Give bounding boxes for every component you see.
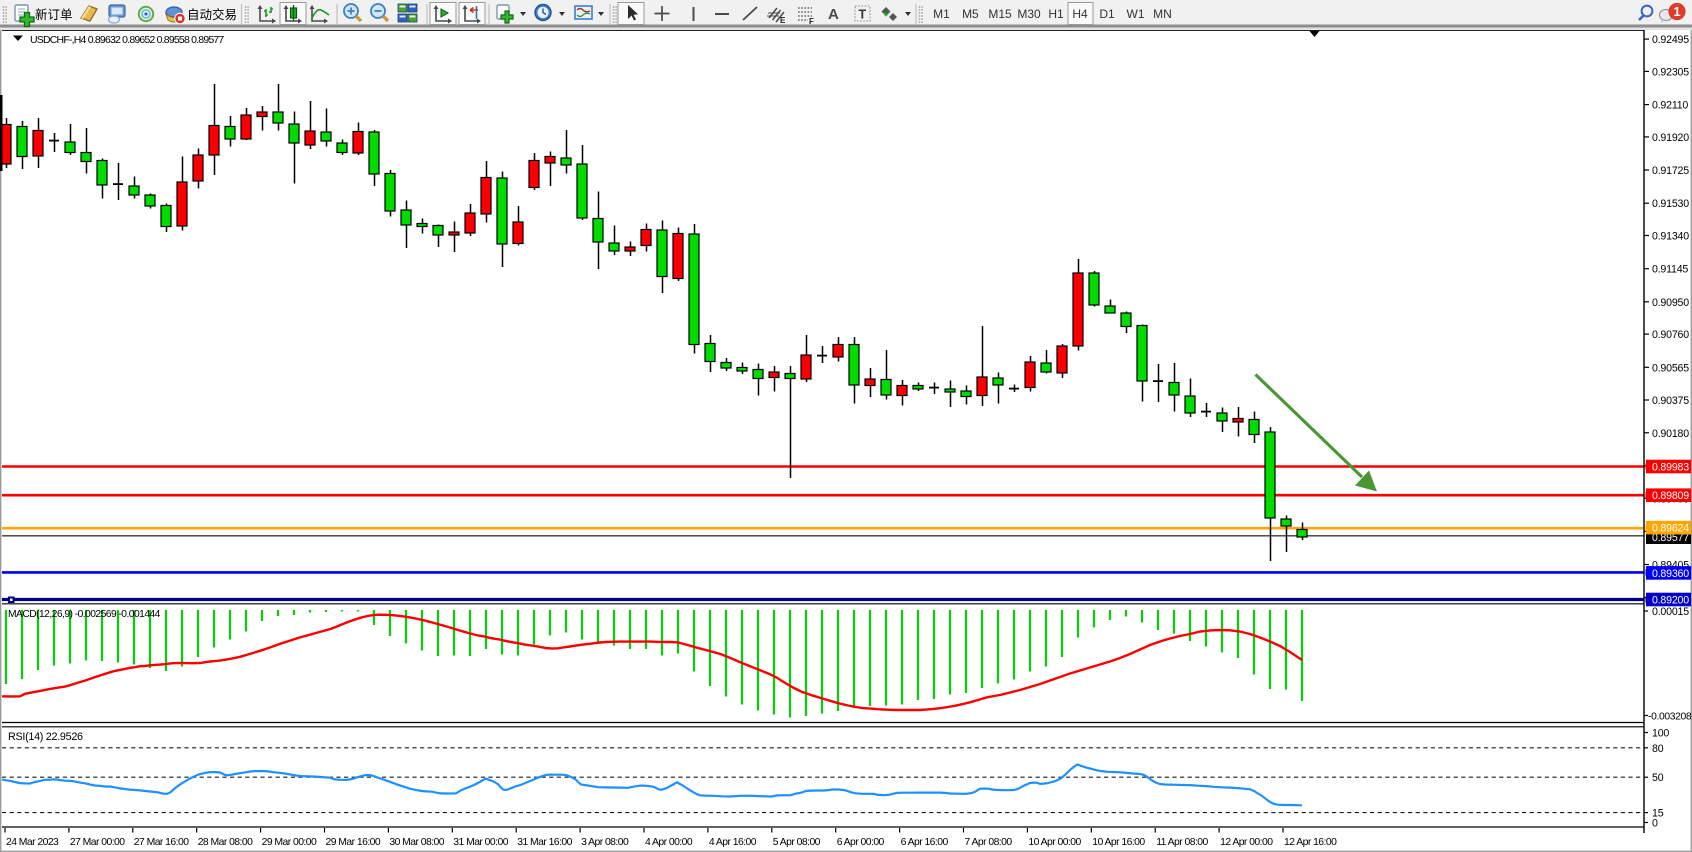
svg-text:-0.003208: -0.003208 xyxy=(1648,712,1692,723)
svg-text:0.91725: 0.91725 xyxy=(1652,165,1689,177)
svg-text:M30: M30 xyxy=(1017,7,1041,21)
svg-text:0.89624: 0.89624 xyxy=(1652,523,1689,535)
svg-text:T: T xyxy=(859,8,867,22)
svg-text:H1: H1 xyxy=(1048,7,1064,21)
svg-text:0.92110: 0.92110 xyxy=(1652,100,1688,112)
svg-text:0.89983: 0.89983 xyxy=(1652,462,1689,474)
svg-text:31 Mar 00:00: 31 Mar 00:00 xyxy=(453,837,508,848)
svg-text:29 Mar 16:00: 29 Mar 16:00 xyxy=(326,837,381,848)
svg-text:12 Apr 00:00: 12 Apr 00:00 xyxy=(1220,837,1273,848)
svg-text:0.89360: 0.89360 xyxy=(1652,568,1689,580)
svg-text:10 Apr 00:00: 10 Apr 00:00 xyxy=(1028,837,1081,848)
svg-text:6 Apr 16:00: 6 Apr 16:00 xyxy=(901,837,949,848)
svg-text:0.90760: 0.90760 xyxy=(1652,329,1689,341)
svg-text:W1: W1 xyxy=(1127,7,1145,21)
svg-text:3 Apr 08:00: 3 Apr 08:00 xyxy=(581,837,629,848)
svg-text:F: F xyxy=(809,17,814,26)
svg-text:80: 80 xyxy=(1652,743,1664,755)
svg-text:M5: M5 xyxy=(962,7,979,21)
svg-text:50: 50 xyxy=(1652,772,1664,784)
svg-text:A: A xyxy=(828,6,839,23)
svg-text:H4: H4 xyxy=(1072,7,1088,21)
svg-text:0.89577: 0.89577 xyxy=(1652,532,1689,544)
svg-text:7 Apr 08:00: 7 Apr 08:00 xyxy=(965,837,1013,848)
svg-text:27 Mar 00:00: 27 Mar 00:00 xyxy=(70,837,125,848)
svg-text:D1: D1 xyxy=(1099,7,1115,21)
svg-text:4 Apr 16:00: 4 Apr 16:00 xyxy=(709,837,757,848)
svg-text:M15: M15 xyxy=(988,7,1012,21)
svg-text:1: 1 xyxy=(1673,4,1680,19)
svg-text:自动交易: 自动交易 xyxy=(187,7,237,22)
svg-text:0.91530: 0.91530 xyxy=(1652,198,1689,210)
svg-text:27 Mar 16:00: 27 Mar 16:00 xyxy=(134,837,189,848)
svg-text:0.89200: 0.89200 xyxy=(1652,595,1689,607)
svg-text:E: E xyxy=(780,16,786,25)
svg-text:MACD(12,26,9) -0.002569 -0.001: MACD(12,26,9) -0.002569 -0.001444 xyxy=(8,609,161,620)
svg-text:15: 15 xyxy=(1652,808,1664,820)
svg-text:MN: MN xyxy=(1153,7,1172,21)
svg-text:RSI(14) 22.9526: RSI(14) 22.9526 xyxy=(8,731,83,743)
svg-text:11 Apr 08:00: 11 Apr 08:00 xyxy=(1156,837,1208,848)
svg-text:0.90950: 0.90950 xyxy=(1652,297,1689,309)
svg-text:100: 100 xyxy=(1652,728,1669,740)
svg-text:0.92495: 0.92495 xyxy=(1652,34,1689,46)
svg-text:4 Apr 00:00: 4 Apr 00:00 xyxy=(645,837,693,848)
svg-text:30 Mar 08:00: 30 Mar 08:00 xyxy=(389,837,444,848)
svg-text:M1: M1 xyxy=(933,7,950,21)
svg-text:28 Mar 08:00: 28 Mar 08:00 xyxy=(198,837,253,848)
svg-text:0.91920: 0.91920 xyxy=(1652,132,1689,144)
svg-text:0: 0 xyxy=(1652,818,1658,830)
svg-text:新订单: 新订单 xyxy=(35,7,73,22)
svg-text:0.91145: 0.91145 xyxy=(1652,264,1688,276)
svg-text:5 Apr 08:00: 5 Apr 08:00 xyxy=(773,837,821,848)
svg-text:0.90375: 0.90375 xyxy=(1652,395,1689,407)
svg-text:0.89809: 0.89809 xyxy=(1652,490,1689,502)
svg-text:0.90180: 0.90180 xyxy=(1652,428,1689,440)
svg-text:0.00015: 0.00015 xyxy=(1652,606,1689,618)
svg-text:12 Apr 16:00: 12 Apr 16:00 xyxy=(1284,837,1337,848)
svg-text:0.90565: 0.90565 xyxy=(1652,362,1689,374)
svg-text:0.91340: 0.91340 xyxy=(1652,231,1689,243)
svg-text:0.92305: 0.92305 xyxy=(1652,66,1689,78)
svg-text:10 Apr 16:00: 10 Apr 16:00 xyxy=(1092,837,1145,848)
svg-text:29 Mar 00:00: 29 Mar 00:00 xyxy=(262,837,317,848)
svg-text:24 Mar 2023: 24 Mar 2023 xyxy=(6,837,59,848)
svg-text:31 Mar 16:00: 31 Mar 16:00 xyxy=(517,837,572,848)
svg-text:6 Apr 00:00: 6 Apr 00:00 xyxy=(837,837,885,848)
svg-text:USDCHF-,H4 0.89632 0.89652 0.: USDCHF-,H4 0.89632 0.89652 0.89558 0.895… xyxy=(30,34,224,46)
